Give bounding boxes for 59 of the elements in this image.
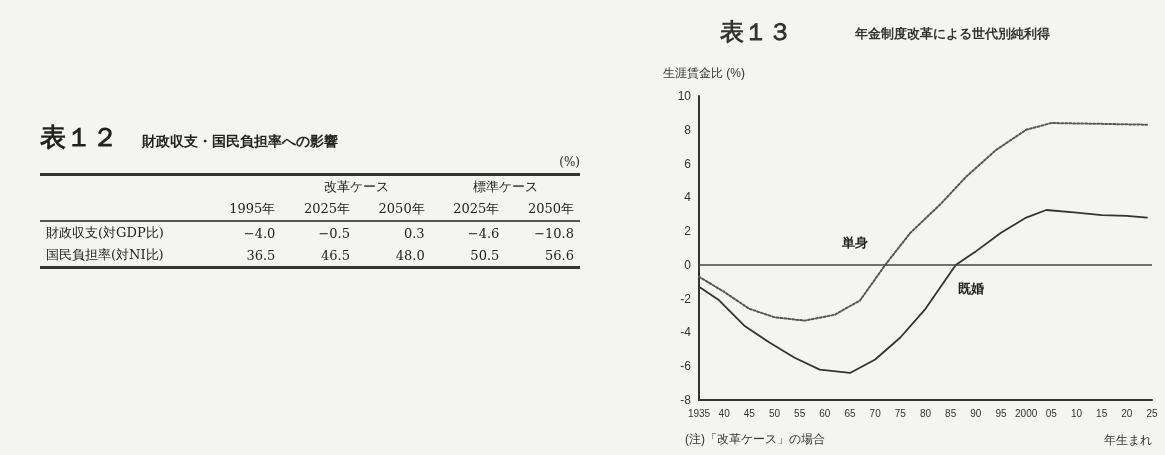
y-tick-label: 4 [684,190,692,205]
x-tick-label: 65 [844,407,856,419]
category-label: 国民負担率(対NI比) [46,247,164,262]
text: 50.5 [470,247,500,263]
y-tick-label: -2 [680,291,692,306]
y-tick-label: 0 [684,257,692,272]
text: −4.6 [467,225,500,241]
x-tick-label: 85 [945,407,957,419]
text: 48.0 [395,247,425,263]
x-tick-label: 95 [995,407,1007,419]
text: 46.5 [321,247,350,263]
x-tick-label: 20 [1121,407,1133,419]
x-tick-label: 45 [743,407,756,419]
y-tick-label: 2 [684,224,692,239]
y-tick-label: 10 [677,89,692,103]
y-tick-label: -4 [680,325,692,340]
line-series [698,122,1148,322]
text: −4.0 [243,225,276,241]
chart-subtitle: 年金制度改革による世代別純利得 [854,26,1050,41]
text: 改革ケース [322,178,390,196]
x-tick-label: 25 [1146,407,1158,419]
text: 0.3 [403,225,425,241]
text: 財政収支・国民負担率への影響 [142,133,338,149]
x-tick-label: 40 [718,407,731,419]
text: −10.8 [534,225,574,241]
x-tick-label: 50 [768,407,781,419]
x-tick-label: 70 [869,407,882,419]
x-tick-label: 1935 [687,407,711,419]
y-axis-title: 生涯賃金比 (%) [663,66,745,80]
series-label: 既婚 [957,281,984,297]
text: (%) [558,155,580,169]
x-tick-label: 90 [970,407,982,419]
series-label: 単身 [841,235,869,251]
x-axis-title: 年生まれ [1104,433,1152,447]
text: (注)「改革ケース」の場合 [685,432,825,446]
category-label: 1995年 [228,200,277,218]
category-label: 2050年 [377,200,426,218]
x-tick-label: 75 [894,407,907,419]
x-tick-label: 60 [819,407,831,419]
x-tick-label: 10 [1070,407,1083,419]
text: 56.6 [545,247,574,263]
chart-title: 表１３ [719,16,792,46]
y-tick-label: -8 [680,393,692,407]
y-tick-label: -6 [680,359,692,374]
text: 標準ケース [471,178,539,196]
x-tick-label: 55 [794,407,806,419]
text: 表１２ [40,122,118,152]
y-tick-label: 8 [684,122,692,137]
category-label: 2050年 [526,200,575,218]
category-label: 財政収支(対GDP比) [46,225,164,240]
text: −0.5 [318,225,350,241]
category-label: 2025年 [452,200,501,218]
x-tick-label: 80 [919,407,932,419]
text: 36.5 [246,247,276,263]
category-label: 2025年 [302,200,351,218]
x-tick-label: 2000 [1015,407,1038,419]
y-tick-label: 6 [684,156,692,171]
x-tick-label: 15 [1096,407,1108,419]
x-tick-label: 05 [1045,407,1058,419]
